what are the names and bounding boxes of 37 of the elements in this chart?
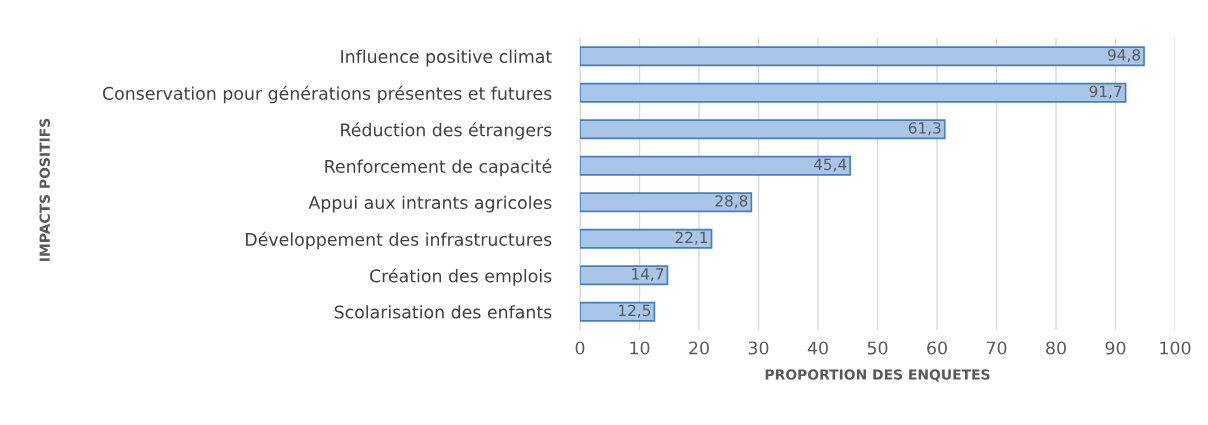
y-tick-label: Conservation pour générations présentes et futures bbox=[102, 85, 552, 104]
bar bbox=[580, 228, 713, 249]
x-tick-label: 10 bbox=[630, 341, 650, 355]
y-tick-label: Réduction des étrangers bbox=[341, 122, 552, 140]
x-tick-label: 60 bbox=[927, 341, 947, 355]
bar bbox=[580, 82, 1127, 103]
x-tick-label: 30 bbox=[748, 341, 769, 355]
x-tick-label: 80 bbox=[1046, 341, 1066, 355]
x-tick-label: 100 bbox=[1160, 341, 1191, 355]
data-label: 91,7 bbox=[1089, 85, 1122, 99]
data-label: 94,8 bbox=[1108, 49, 1141, 63]
y-tick-label: Scolarisation des enfants bbox=[334, 305, 552, 319]
data-label: 45,4 bbox=[813, 158, 847, 172]
bar bbox=[580, 46, 1145, 67]
x-tick-label: 50 bbox=[867, 341, 888, 355]
x-axis-title: PROPORTION DES ENQUETES bbox=[765, 369, 990, 382]
y-axis-title: IMPACTS POSITIFS bbox=[39, 118, 50, 261]
bar bbox=[580, 192, 753, 213]
y-tick-label: Appui aux intrants agricoles bbox=[308, 195, 552, 213]
data-label: 14,7 bbox=[632, 268, 664, 282]
x-tick-label: 20 bbox=[689, 341, 709, 355]
x-tick-label: 40 bbox=[807, 341, 828, 355]
x-tick-label: 0 bbox=[575, 341, 585, 355]
data-label: 22,1 bbox=[675, 231, 708, 245]
y-tick-label: Création des emplois bbox=[370, 268, 552, 286]
bar bbox=[580, 265, 669, 286]
x-tick-label: 70 bbox=[986, 341, 1007, 355]
data-label: 28,8 bbox=[715, 195, 748, 209]
y-tick-label: Renforcement de capacité bbox=[325, 158, 552, 177]
y-tick-label: Développement des infrastructures bbox=[246, 231, 552, 250]
bar bbox=[580, 301, 656, 322]
x-tick-label: 90 bbox=[1105, 341, 1126, 355]
bar bbox=[580, 119, 946, 140]
bar bbox=[580, 155, 851, 176]
data-label: 12,5 bbox=[619, 304, 651, 318]
y-tick-label: Influence positive climat bbox=[341, 49, 552, 67]
data-label: 61,3 bbox=[908, 122, 941, 136]
